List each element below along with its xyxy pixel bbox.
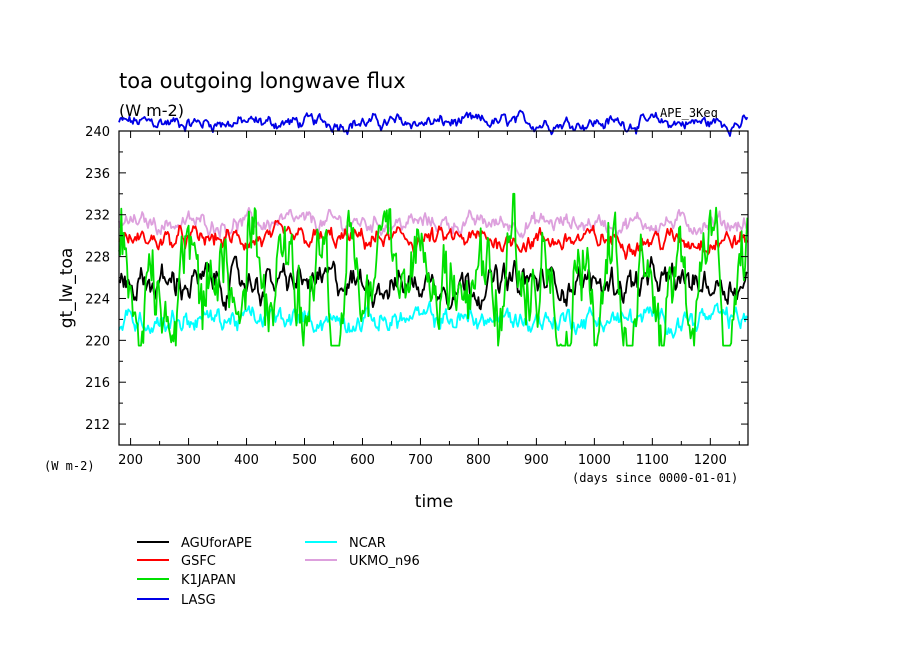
legend-label: AGUforAPE: [181, 536, 252, 551]
y-tick-label: 236: [85, 167, 110, 182]
x-tick-label: 500: [292, 453, 317, 468]
legend-label: NCAR: [349, 536, 386, 551]
y-axis-label: gt_lw_toa: [57, 248, 77, 329]
y-axis-units: (W m-2): [44, 459, 95, 473]
series-layer: [118, 192, 749, 347]
legend: AGUforAPE GSFC K1JAPAN LASG NCAR UKMO_n96: [137, 536, 420, 608]
x-tick-label: 800: [466, 453, 491, 468]
x-tick-label: 300: [176, 453, 201, 468]
series-line-lasg: [118, 109, 749, 137]
y-tick-label: 240: [85, 125, 110, 140]
chart-subtitle: (W m-2): [119, 101, 184, 120]
x-tick-label: 1200: [694, 453, 727, 468]
x-axis: 200 300 400 500 600 700 800 900 1000 1100 1200: [118, 131, 740, 468]
series-line-k1japan: [118, 192, 749, 347]
y-tick-label: 220: [85, 334, 110, 349]
legend-label: LASG: [181, 593, 216, 608]
y-tick-label: 228: [85, 251, 110, 266]
x-axis-label: time: [415, 492, 453, 512]
legend-label: K1JAPAN: [181, 573, 236, 588]
y-axis: 212 216 220 224 228 232 236 240: [85, 125, 748, 446]
series-line-gsfc: [118, 219, 749, 260]
x-tick-label: 900: [524, 453, 549, 468]
x-axis-units: (days since 0000-01-01): [572, 471, 738, 485]
plot-frame: [118, 130, 749, 446]
x-tick-label: 400: [234, 453, 259, 468]
y-tick-label: 216: [85, 376, 110, 391]
y-tick-label: 212: [85, 418, 110, 433]
y-tick-label: 232: [85, 209, 110, 224]
x-tick-label: 1100: [636, 453, 669, 468]
x-tick-label: 600: [350, 453, 375, 468]
x-tick-label: 200: [118, 453, 143, 468]
x-tick-label: 1000: [578, 453, 611, 468]
experiment-tag: APE_3Keq: [660, 106, 718, 120]
chart-title: toa outgoing longwave flux: [119, 69, 406, 93]
series-line-ncar: [118, 300, 749, 339]
legend-label: UKMO_n96: [349, 554, 420, 569]
y-tick-label: 224: [85, 292, 110, 307]
legend-label: GSFC: [181, 554, 216, 569]
series-line-ukmo_n96: [118, 207, 749, 239]
x-tick-label: 700: [408, 453, 433, 468]
overflow-layer: [118, 109, 749, 137]
